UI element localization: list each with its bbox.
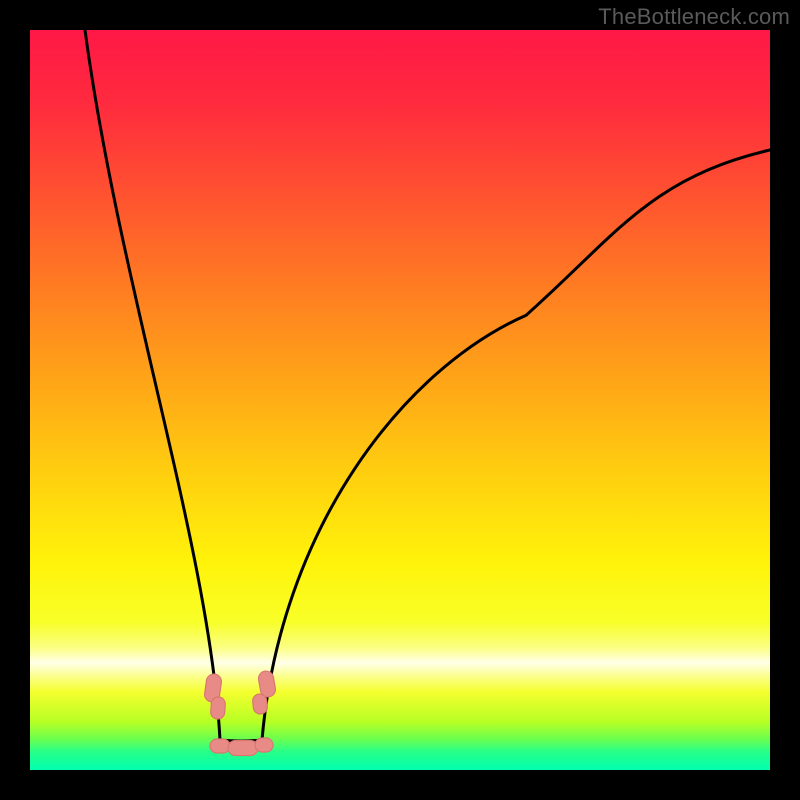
valley-marker [228, 741, 258, 756]
valley-marker [210, 697, 226, 720]
watermark-text: TheBottleneck.com [598, 4, 790, 30]
bottleneck-plot [30, 30, 770, 770]
valley-marker [252, 693, 268, 714]
valley-marker [210, 739, 230, 753]
valley-marker [255, 738, 273, 752]
chart-canvas: TheBottleneck.com [0, 0, 800, 800]
gradient-background [30, 30, 770, 770]
